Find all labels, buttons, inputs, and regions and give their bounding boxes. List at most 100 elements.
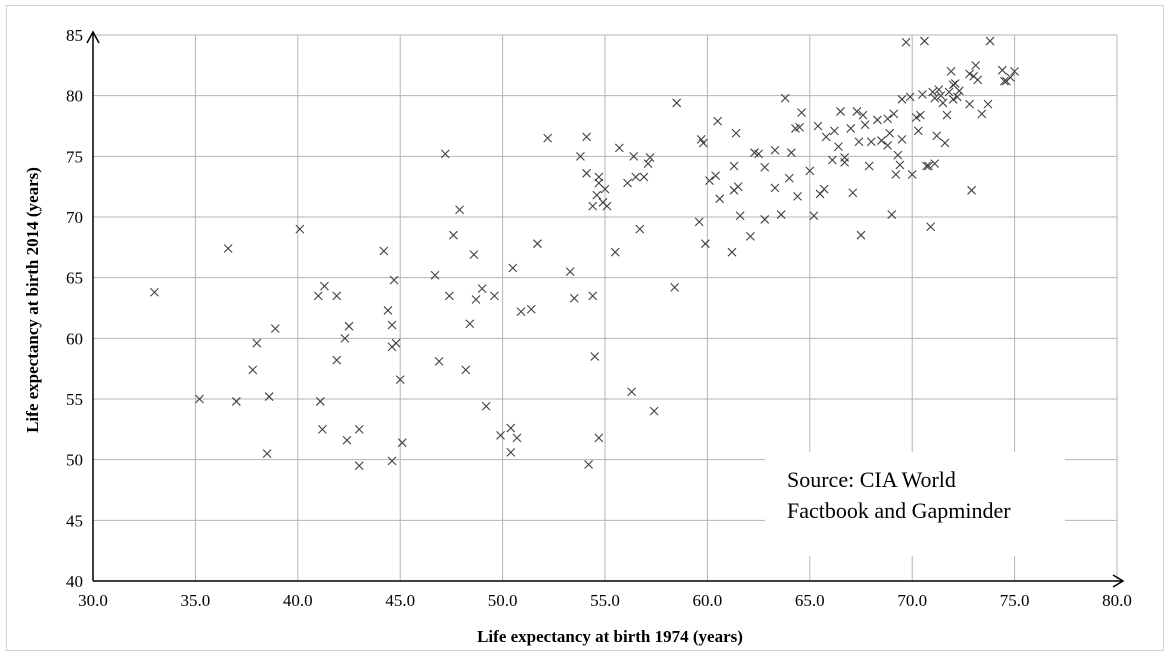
data-point: [543, 133, 553, 143]
x-axis-label: Life expectancy at birth 1974 (years): [477, 627, 743, 646]
data-point: [965, 99, 974, 109]
x-tick-label: 30.0: [78, 591, 108, 610]
data-point: [829, 126, 839, 136]
data-point: [430, 270, 440, 280]
data-point: [270, 324, 280, 334]
data-point: [391, 338, 401, 348]
data-point: [694, 217, 704, 227]
data-point: [150, 287, 159, 297]
data-point: [705, 176, 714, 185]
data-point: [440, 149, 450, 159]
data-point: [584, 460, 594, 469]
data-point: [926, 222, 936, 232]
data-point: [698, 138, 708, 148]
data-point: [731, 128, 741, 138]
data-point: [490, 291, 499, 301]
data-point: [965, 69, 974, 79]
data-point: [569, 293, 579, 303]
data-point: [784, 173, 794, 183]
data-point: [971, 60, 981, 70]
data-point: [805, 166, 815, 176]
data-point: [916, 110, 925, 120]
y-tick-label: 55: [66, 390, 83, 409]
data-point: [854, 137, 864, 147]
x-tick-label: 65.0: [795, 591, 825, 610]
data-point: [590, 352, 600, 361]
data-point: [809, 211, 819, 221]
source-line-2: Factbook and Gapminder: [787, 498, 1011, 523]
data-point: [846, 124, 856, 133]
data-point: [262, 449, 272, 458]
x-tick-label: 35.0: [181, 591, 211, 610]
data-point: [797, 108, 806, 118]
data-point: [940, 138, 950, 148]
data-point: [938, 98, 948, 108]
data-point: [389, 275, 399, 285]
data-point: [944, 87, 954, 97]
data-point: [582, 168, 591, 178]
data-point: [635, 224, 645, 234]
data-point: [387, 456, 397, 466]
data-point: [512, 433, 522, 443]
data-point: [918, 90, 927, 99]
data-point: [715, 194, 725, 204]
data-point: [932, 131, 942, 141]
data-point: [397, 438, 407, 448]
data-point: [813, 121, 823, 131]
data-point: [733, 182, 743, 192]
data-point: [623, 178, 632, 188]
data-point: [967, 185, 976, 195]
data-point: [877, 136, 886, 145]
data-point: [930, 159, 940, 169]
data-point: [315, 397, 325, 406]
data-point: [195, 394, 204, 404]
data-point: [999, 76, 1009, 86]
data-point: [901, 37, 911, 47]
data-point: [533, 239, 542, 249]
data-point: [1006, 73, 1015, 82]
data-point: [643, 159, 653, 169]
x-tick-label: 60.0: [693, 591, 723, 610]
data-point: [600, 184, 610, 194]
data-point: [729, 161, 739, 171]
data-point: [834, 142, 843, 152]
data-point: [588, 291, 598, 301]
data-point: [924, 161, 933, 171]
data-point: [627, 387, 637, 397]
data-point: [602, 201, 612, 211]
data-point: [883, 141, 893, 150]
data-point: [576, 151, 585, 161]
data-point: [700, 239, 710, 249]
data-point: [649, 406, 659, 416]
data-point: [780, 93, 790, 103]
data-point: [645, 153, 655, 162]
data-point: [793, 191, 802, 201]
x-axis-arrow: [1112, 574, 1125, 588]
data-point: [461, 365, 471, 375]
y-tick-label: 45: [66, 511, 83, 530]
data-point: [317, 424, 327, 434]
data-point: [383, 306, 393, 315]
data-point: [911, 113, 921, 122]
x-tick-label: 50.0: [488, 591, 518, 610]
data-point: [248, 365, 258, 375]
data-point: [735, 211, 745, 221]
data-point: [342, 435, 352, 445]
data-point: [930, 93, 940, 103]
data-point: [354, 424, 364, 434]
data-point: [891, 170, 901, 179]
data-point: [332, 355, 342, 365]
data-point: [920, 36, 929, 46]
x-tick-label: 70.0: [897, 591, 927, 610]
data-point: [516, 307, 526, 317]
data-point: [379, 246, 389, 256]
data-point: [852, 107, 862, 116]
data-point: [434, 356, 444, 366]
data-point: [897, 134, 907, 144]
data-point: [639, 172, 649, 182]
data-point: [821, 132, 831, 142]
data-point: [465, 319, 475, 329]
data-point: [913, 126, 923, 136]
y-tick-label: 80: [66, 87, 83, 106]
